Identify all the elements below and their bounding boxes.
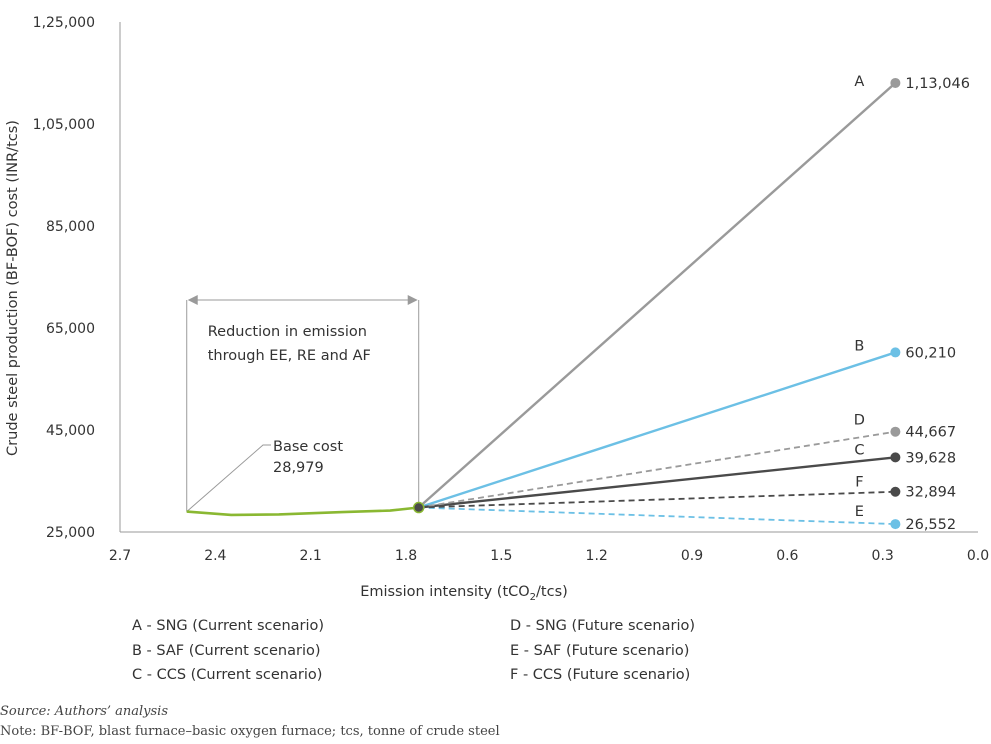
axes: 25,000 45,000 65,000 85,000 1,05,000 1,25,000… bbox=[33, 15, 989, 564]
series-end-point-b bbox=[890, 347, 901, 358]
series-line-a bbox=[417, 82, 897, 509]
x-tick-label: 1.2 bbox=[586, 548, 608, 564]
series-line-c bbox=[418, 456, 896, 509]
series-value-label-f: 32,894 bbox=[905, 485, 956, 501]
series-letter-f: F bbox=[855, 475, 863, 491]
series-end-point-d bbox=[890, 426, 901, 437]
series-end-point-f bbox=[890, 486, 901, 497]
legend-item-e: E - SAF (Future scenario) bbox=[510, 642, 690, 659]
x-tick-label: 0.6 bbox=[776, 548, 798, 564]
base-cost-curve bbox=[186, 506, 419, 517]
x-tick-label: 2.1 bbox=[300, 548, 322, 564]
x-tick-label: 2.7 bbox=[109, 548, 131, 564]
notes: Source: Authors’ analysis Note: BF-BOF, … bbox=[0, 702, 500, 742]
series-letter-e: E bbox=[855, 504, 864, 520]
y-tick-label: 25,000 bbox=[46, 525, 95, 541]
y-tick-label: 1,05,000 bbox=[33, 117, 95, 133]
x-axis-title: Emission intensity (tCO2/tcs) bbox=[360, 584, 568, 603]
y-axis-title: Crude steel production (BF-BOF) cost (IN… bbox=[5, 120, 21, 456]
legend-right: D - SNG (Future scenario) E - SAF (Futur… bbox=[510, 614, 695, 688]
series-value-label-a: 1,13,046 bbox=[905, 76, 970, 92]
series-layer bbox=[186, 77, 901, 530]
arrowhead-left bbox=[187, 295, 198, 305]
y-tick-label: 85,000 bbox=[46, 219, 95, 235]
legend-left: A - SNG (Current scenario) B - SAF (Curr… bbox=[132, 614, 324, 688]
series-value-label-d: 44,667 bbox=[905, 425, 956, 441]
chart: 25,000 45,000 65,000 85,000 1,05,000 1,25,000… bbox=[5, 15, 989, 603]
base-cost-leader bbox=[186, 444, 271, 512]
y-tick-label: 45,000 bbox=[46, 423, 95, 439]
series-value-label-e: 26,552 bbox=[905, 517, 956, 533]
reduction-text-line1: Reduction in emission bbox=[208, 324, 367, 340]
series-line-d bbox=[418, 430, 896, 509]
arrowhead-right bbox=[407, 295, 418, 305]
series-letter-c: C bbox=[854, 442, 864, 458]
legend-item-c: C - CCS (Current scenario) bbox=[132, 667, 323, 683]
x-tick-label: 1.8 bbox=[395, 548, 417, 564]
series-line-e bbox=[418, 506, 896, 525]
series-letter-b: B bbox=[854, 338, 864, 354]
x-tick-label: 2.4 bbox=[204, 548, 226, 564]
series-end-point-c bbox=[890, 452, 901, 463]
x-tick-label: 0.0 bbox=[967, 548, 989, 564]
legend-item-d: D - SNG (Future scenario) bbox=[510, 618, 695, 634]
legend-item-a: A - SNG (Current scenario) bbox=[132, 618, 325, 634]
y-tick-label: 1,25,000 bbox=[33, 15, 95, 31]
series-end-point-a bbox=[890, 77, 901, 88]
reduction-text-line2: through EE, RE and AF bbox=[208, 348, 371, 364]
legend-item-b: B - SAF (Current scenario) bbox=[132, 642, 321, 659]
series-end-point-e bbox=[890, 519, 901, 530]
x-tick-label: 1.5 bbox=[490, 548, 512, 564]
x-tick-label: 0.9 bbox=[681, 548, 703, 564]
footnote: Note: BF-BOF, blast furnace–basic oxygen… bbox=[0, 724, 500, 739]
series-value-label-c: 39,628 bbox=[905, 450, 956, 466]
legend-item-f: F - CCS (Future scenario) bbox=[510, 667, 691, 683]
series-letter-a: A bbox=[854, 74, 864, 90]
base-cost-value: 28,979 bbox=[273, 460, 324, 476]
x-tick-label: 0.3 bbox=[872, 548, 894, 564]
series-letter-d: D bbox=[854, 413, 865, 429]
point-labels: 1,13,046 A 60,210 B 39,628 C 44,667 D 26,552 E 32,… bbox=[854, 74, 970, 533]
pivot-point bbox=[412, 501, 425, 514]
source-note: Source: Authors’ analysis bbox=[0, 704, 169, 719]
series-line-b bbox=[418, 351, 896, 509]
series-value-label-b: 60,210 bbox=[905, 345, 956, 361]
y-tick-label: 65,000 bbox=[46, 321, 95, 337]
base-cost-label: Base cost bbox=[273, 439, 343, 455]
annotations: Reduction in emission through EE, RE and … bbox=[186, 295, 420, 512]
